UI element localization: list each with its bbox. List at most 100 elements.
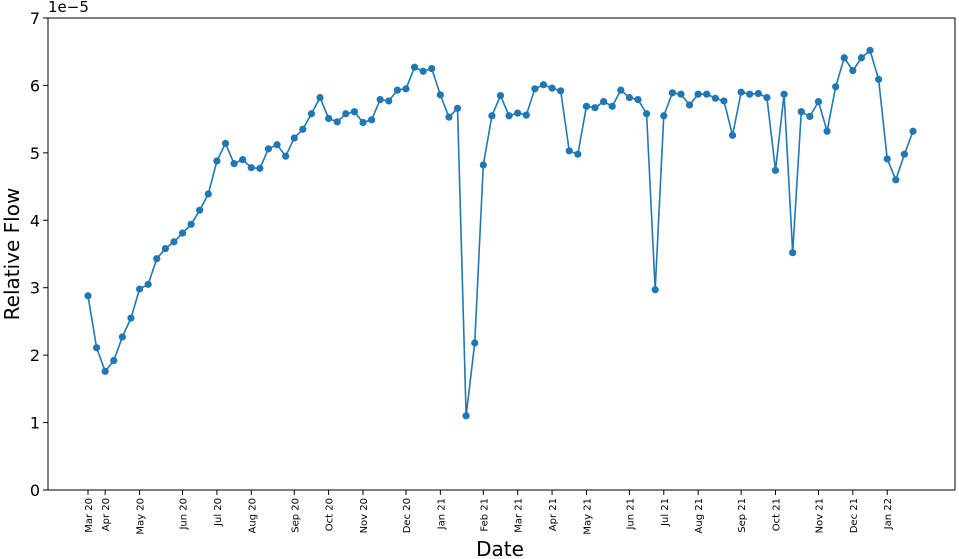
data-point <box>548 84 556 92</box>
x-tick-label: May 21 <box>582 498 593 535</box>
data-point <box>496 91 505 100</box>
data-point <box>445 113 453 121</box>
x-tick-label: Jul 21 <box>660 498 671 527</box>
x-tick-label: Apr 20 <box>101 498 112 531</box>
data-point <box>153 255 161 263</box>
y-tick-label: 1 <box>30 414 40 433</box>
data-point <box>290 134 298 142</box>
data-point <box>170 238 178 246</box>
y-tick-label: 6 <box>30 76 40 95</box>
data-point <box>900 150 909 158</box>
data-point <box>273 141 281 149</box>
x-tick-label: Mar 20 <box>84 498 95 533</box>
data-point <box>737 88 745 96</box>
data-point <box>325 114 333 123</box>
data-point <box>780 90 788 98</box>
data-point <box>531 85 539 93</box>
data-point <box>720 97 728 105</box>
y-tick-label: 5 <box>30 144 40 163</box>
data-point <box>264 145 273 153</box>
data-point <box>178 229 187 237</box>
data-point <box>110 356 118 365</box>
data-point <box>806 112 814 121</box>
x-tick-label: Feb 21 <box>479 498 490 532</box>
x-tick-label: Nov 20 <box>359 498 370 533</box>
data-point <box>668 89 676 97</box>
data-point <box>92 344 101 352</box>
x-tick-label: Dec 20 <box>402 498 413 533</box>
data-point <box>161 245 169 253</box>
data-point <box>677 90 685 98</box>
x-tick-label: Aug 21 <box>694 498 705 533</box>
y-tick-label: 0 <box>30 481 40 500</box>
data-point <box>600 98 608 106</box>
data-point <box>823 127 831 135</box>
data-point <box>410 63 419 71</box>
data-point <box>591 104 599 112</box>
x-tick-label: Mar 21 <box>514 498 525 533</box>
y-axis-label: Relative Flow <box>0 188 24 321</box>
data-point <box>814 98 823 106</box>
data-point <box>204 190 212 198</box>
data-point <box>213 157 221 165</box>
x-tick-label: Sep 21 <box>737 498 748 533</box>
data-point <box>539 81 548 89</box>
y-offset-label: 1e−5 <box>48 0 89 16</box>
data-point <box>462 412 470 420</box>
data-point <box>196 206 204 214</box>
data-point <box>316 93 324 102</box>
x-tick-label: May 20 <box>136 498 147 535</box>
data-point <box>376 95 384 104</box>
data-point <box>428 64 436 73</box>
data-point <box>402 85 410 93</box>
data-point <box>565 147 573 155</box>
data-point <box>522 111 530 119</box>
data-point <box>333 118 341 126</box>
data-point <box>651 286 659 294</box>
data-point <box>221 139 230 148</box>
data-point <box>840 54 848 62</box>
data-point <box>642 110 651 118</box>
data-point <box>763 93 771 102</box>
data-point <box>703 90 711 98</box>
data-point <box>617 86 625 94</box>
data-point <box>514 109 522 117</box>
data-point <box>436 91 444 99</box>
data-point <box>453 104 462 112</box>
data-point <box>256 164 264 172</box>
data-point <box>488 112 496 120</box>
data-point <box>685 101 694 109</box>
data-point <box>419 67 427 75</box>
x-tick-label: Dec 21 <box>849 498 860 533</box>
data-point <box>660 112 668 120</box>
data-point <box>574 150 582 158</box>
data-point <box>771 166 780 174</box>
data-point <box>857 54 866 62</box>
data-point <box>694 90 702 98</box>
y-tick-label: 7 <box>30 9 40 28</box>
data-point <box>883 155 891 163</box>
data-point <box>789 249 797 257</box>
data-point <box>101 367 109 375</box>
data-point <box>582 102 591 110</box>
data-point <box>557 87 565 95</box>
x-tick-label: Jun 21 <box>625 498 636 531</box>
data-point <box>754 89 762 98</box>
data-point <box>307 110 316 118</box>
x-tick-label: Oct 21 <box>772 498 783 531</box>
data-point <box>144 280 152 288</box>
data-point <box>892 176 900 184</box>
y-tick-label: 2 <box>30 346 40 365</box>
data-point <box>299 125 307 133</box>
data-point <box>282 152 290 160</box>
data-point <box>471 339 479 347</box>
data-point <box>832 83 840 91</box>
data-point <box>625 93 634 102</box>
data-point <box>118 333 126 341</box>
data-point <box>866 46 874 54</box>
x-tick-label: Apr 21 <box>548 498 559 531</box>
data-point <box>909 127 917 135</box>
y-tick-label: 3 <box>30 279 40 298</box>
data-point <box>385 97 393 105</box>
x-tick-label: Jan 21 <box>436 498 447 530</box>
